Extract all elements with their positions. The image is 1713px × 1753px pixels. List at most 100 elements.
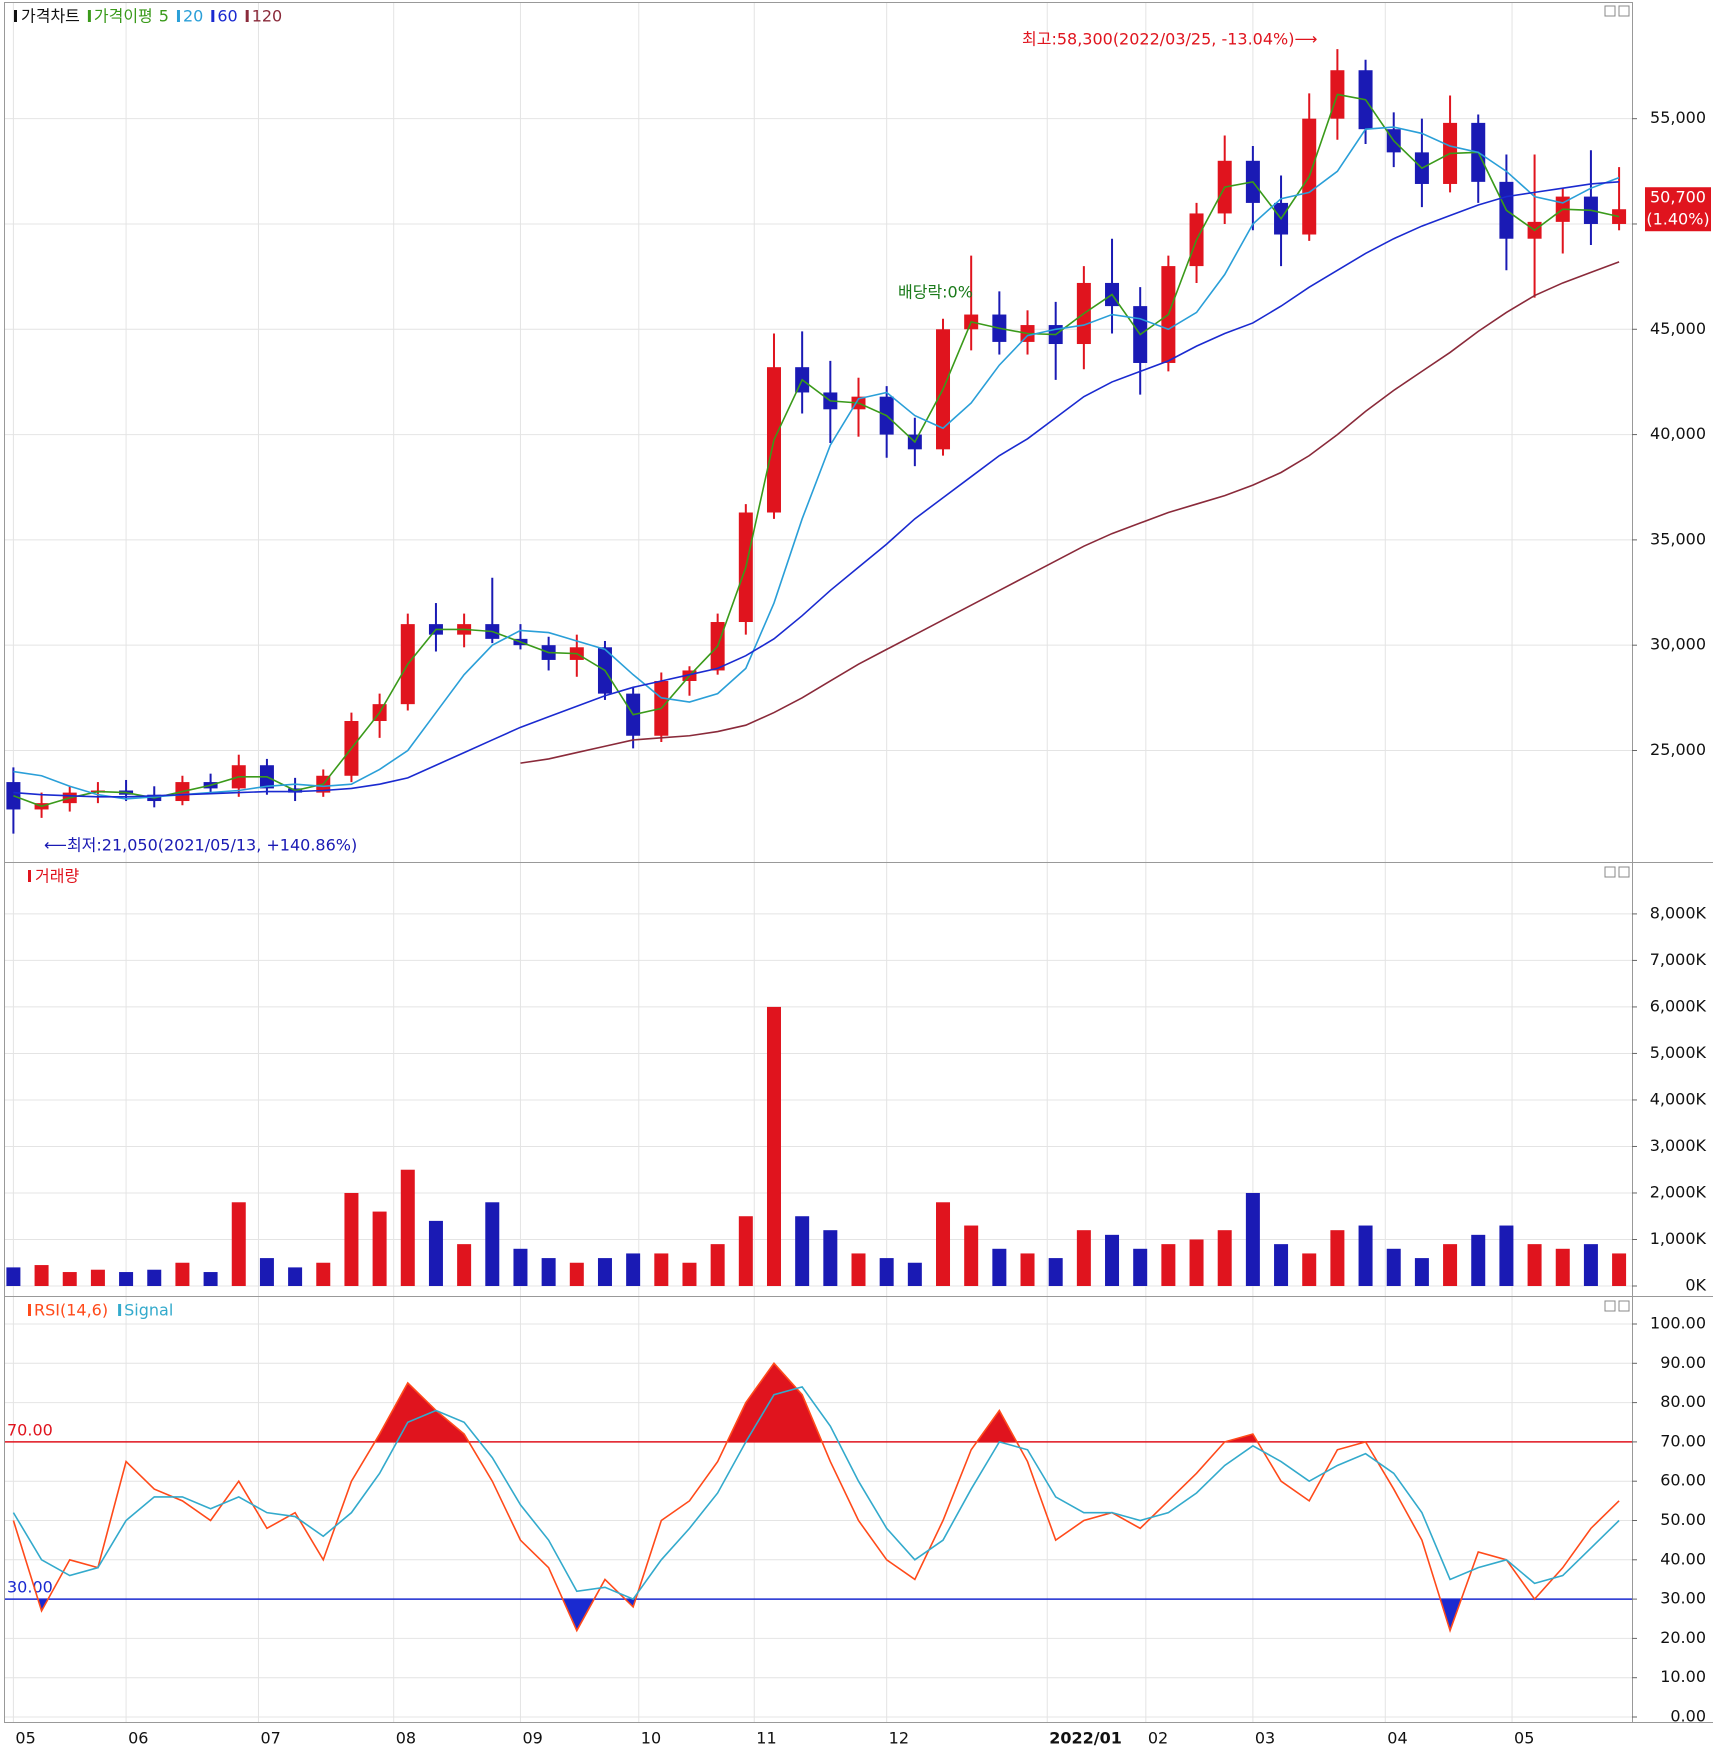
x-tick-label: 12 bbox=[889, 1729, 909, 1748]
volume-bar bbox=[1105, 1234, 1120, 1286]
volume-bar bbox=[344, 1192, 359, 1286]
y-tick-label: 60.00 bbox=[1660, 1471, 1706, 1490]
x-tick-label: 05 bbox=[15, 1729, 35, 1748]
legend-swatch bbox=[14, 10, 17, 22]
y-tick-label: 30.00 bbox=[1660, 1589, 1706, 1608]
x-tick-label: 02 bbox=[1148, 1729, 1168, 1748]
y-tick-label: 40,000 bbox=[1650, 424, 1706, 443]
legend-entry: 20 bbox=[183, 7, 203, 26]
y-tick-label: 40.00 bbox=[1660, 1549, 1706, 1568]
volume-bar bbox=[34, 1265, 49, 1286]
panel-frames bbox=[4, 2, 1713, 1723]
volume-bar bbox=[1583, 1244, 1598, 1286]
x-tick-label: 09 bbox=[522, 1729, 542, 1748]
y-tick-label: 35,000 bbox=[1650, 529, 1706, 548]
y-tick-label: 4,000K bbox=[1650, 1089, 1707, 1108]
volume-bar bbox=[288, 1267, 303, 1286]
y-tick-label: 1,000K bbox=[1650, 1229, 1707, 1248]
legend-ma-title: 가격이평 bbox=[94, 7, 153, 26]
volume-bar bbox=[682, 1262, 697, 1286]
y-tick-label: 10.00 bbox=[1660, 1667, 1706, 1686]
volume-bar bbox=[1302, 1253, 1317, 1286]
panel-buttons[interactable] bbox=[1604, 5, 1630, 1312]
legend-swatch bbox=[28, 870, 31, 882]
legend-title: 가격차트 bbox=[21, 7, 80, 26]
y-tick-label: 6,000K bbox=[1650, 996, 1707, 1015]
legend-swatch bbox=[87, 10, 91, 22]
volume-bar bbox=[1414, 1258, 1429, 1286]
legend-title: 거래량 bbox=[35, 867, 79, 886]
y-tick-label: 90.00 bbox=[1660, 1353, 1706, 1372]
annotation-low: ⟵최저:21,050(2021/05/13, +140.86%) bbox=[44, 836, 357, 855]
volume-bar bbox=[428, 1220, 443, 1286]
legend-swatch bbox=[245, 10, 249, 22]
ma-line bbox=[13, 93, 1620, 808]
ma-line bbox=[520, 261, 1620, 764]
legend-entry: Signal bbox=[124, 1301, 173, 1320]
legend-swatch bbox=[28, 1304, 31, 1316]
volume-bar bbox=[400, 1169, 415, 1286]
volume-bar bbox=[147, 1269, 162, 1286]
volume-bar bbox=[1020, 1253, 1035, 1286]
y-tick-label: 7,000K bbox=[1650, 950, 1707, 969]
volume-bar bbox=[1076, 1230, 1091, 1286]
volume-bar bbox=[1555, 1248, 1570, 1286]
volume-bar bbox=[1358, 1225, 1373, 1286]
volume-bar bbox=[1161, 1244, 1176, 1286]
volume-bar bbox=[1330, 1230, 1345, 1286]
legend-entry: 120 bbox=[252, 7, 283, 26]
volume-bar bbox=[1274, 1244, 1289, 1286]
level-label: 30.00 bbox=[7, 1578, 53, 1597]
level-label: 70.00 bbox=[7, 1420, 53, 1439]
legend-entry: RSI(14,6) bbox=[34, 1301, 108, 1320]
y-tick-label: 25,000 bbox=[1650, 740, 1706, 759]
ma-line bbox=[13, 126, 1620, 800]
volume-bar bbox=[1048, 1258, 1063, 1286]
volume-bar bbox=[710, 1244, 725, 1286]
x-tick-label: 10 bbox=[641, 1729, 661, 1748]
volume-bar bbox=[62, 1272, 77, 1286]
volume-bar bbox=[1527, 1244, 1542, 1286]
volume-bar bbox=[936, 1202, 951, 1286]
volume-bar bbox=[231, 1202, 246, 1286]
volume-bar bbox=[907, 1262, 922, 1286]
volume-bar bbox=[1499, 1225, 1514, 1286]
volume-bar bbox=[738, 1216, 753, 1286]
y-tick-label: 100.00 bbox=[1650, 1314, 1706, 1333]
volume-bar bbox=[823, 1230, 838, 1286]
y-tick-label: 5,000K bbox=[1650, 1043, 1707, 1062]
volume-bar bbox=[569, 1262, 584, 1286]
y-tick-label: 70.00 bbox=[1660, 1431, 1706, 1450]
volume-bar bbox=[372, 1211, 387, 1286]
y-tick-label: 55,000 bbox=[1650, 108, 1706, 127]
x-tick-label: 05 bbox=[1514, 1729, 1534, 1748]
volume-bar bbox=[1471, 1234, 1486, 1286]
volume-bar bbox=[879, 1258, 894, 1286]
volume-bar bbox=[1612, 1253, 1627, 1286]
annotation-high: 최고:58,300(2022/03/25, -13.04%)⟶ bbox=[1022, 30, 1317, 49]
x-tick-label: 11 bbox=[756, 1729, 776, 1748]
volume-bar bbox=[513, 1248, 528, 1286]
volume-bar bbox=[6, 1267, 21, 1286]
volume-bar bbox=[203, 1272, 218, 1286]
volume-bar bbox=[316, 1262, 331, 1286]
y-tick-label: 0K bbox=[1685, 1276, 1706, 1295]
y-tick-label: 8,000K bbox=[1650, 903, 1707, 922]
last-price-label: 50,700 bbox=[1650, 188, 1706, 207]
volume-bar bbox=[485, 1202, 500, 1286]
y-tick-label: 45,000 bbox=[1650, 319, 1706, 338]
volume-bar bbox=[1386, 1248, 1401, 1286]
y-tick-label: 20.00 bbox=[1660, 1628, 1706, 1647]
volume-bar bbox=[597, 1258, 612, 1286]
volume-bar bbox=[1217, 1230, 1232, 1286]
volume-bar bbox=[90, 1269, 105, 1286]
volume-bar bbox=[175, 1262, 190, 1286]
legend-entry: 60 bbox=[217, 7, 237, 26]
volume-bar bbox=[851, 1253, 866, 1286]
legend-entry: 5 bbox=[159, 7, 169, 26]
x-tick-label: 03 bbox=[1255, 1729, 1275, 1748]
x-tick-label: 04 bbox=[1387, 1729, 1407, 1748]
volume-bar bbox=[654, 1253, 669, 1286]
y-tick-label: 0.00 bbox=[1670, 1707, 1706, 1726]
